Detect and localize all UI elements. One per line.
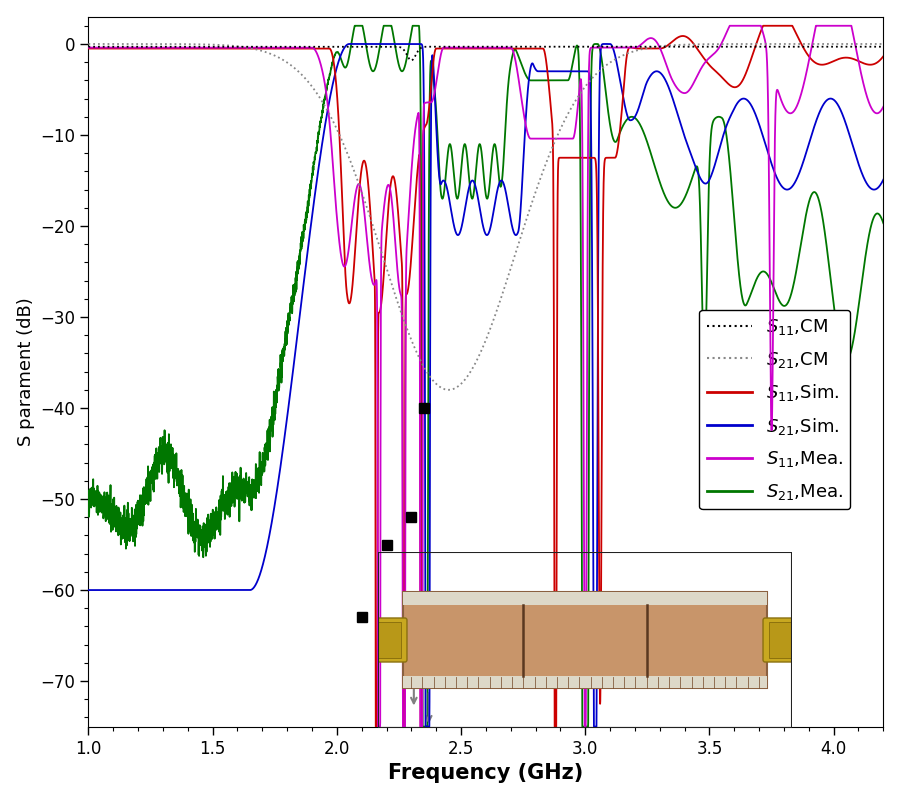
X-axis label: Frequency (GHz): Frequency (GHz)	[388, 763, 583, 783]
Bar	[403, 592, 767, 688]
FancyBboxPatch shape	[374, 618, 407, 662]
Bar	[378, 552, 792, 728]
Bar	[403, 592, 767, 605]
Legend: $S_{11}$,CM, $S_{21}$,CM, $S_{11}$,Sim., $S_{21}$,Sim., $S_{11}$,Mea., $S_{21}$,: $S_{11}$,CM, $S_{21}$,CM, $S_{11}$,Sim.,…	[699, 310, 850, 510]
Bar	[378, 622, 400, 658]
Y-axis label: S parament (dB): S parament (dB)	[17, 298, 35, 446]
Bar	[770, 622, 792, 658]
Bar	[403, 676, 767, 688]
FancyBboxPatch shape	[763, 618, 796, 662]
